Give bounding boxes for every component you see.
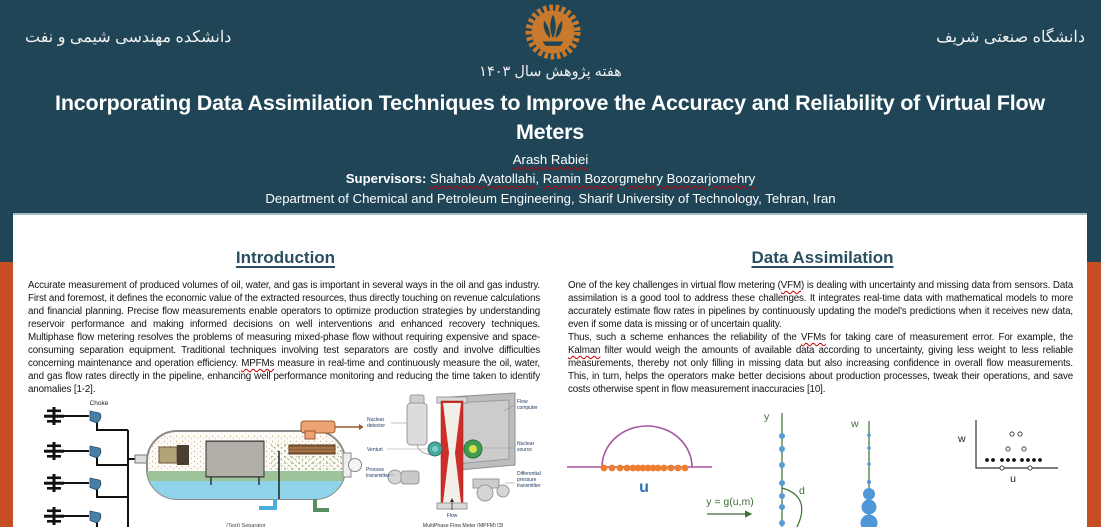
- wellhead-symbols: [44, 407, 64, 525]
- left-accent-strip: [0, 262, 14, 527]
- sharif-university-logo: [525, 4, 581, 60]
- scatter-filled-dots: [985, 458, 1042, 462]
- da-term-kalman: Kalman: [568, 345, 601, 356]
- supervisors-label: Supervisors:: [345, 171, 427, 186]
- u-sample-dots: [600, 464, 689, 472]
- supervisor-2: Ramin Bozorgmehry Boozarjomehry: [542, 171, 756, 186]
- u-axis-label: u: [639, 479, 649, 496]
- affiliation-line: Department of Chemical and Petroleum Eng…: [265, 191, 836, 206]
- da-paragraph-1: One of the key challenges in virtual flo…: [568, 279, 1073, 331]
- poster-title: Incorporating Data Assimilation Techniqu…: [55, 91, 1045, 144]
- label-flow-computer: Flow: [517, 399, 528, 405]
- da-p2-c: filter would weigh the amounts of availa…: [568, 345, 1073, 395]
- intro-heading: Introduction: [235, 248, 336, 267]
- mpfm-figure: Flow computer Nuclear detector Venturi N…: [366, 392, 541, 527]
- label-process-transmitter: Process: [366, 467, 385, 473]
- scatter-w-label: w: [957, 433, 966, 445]
- scatter-u-label: u: [1010, 473, 1016, 485]
- wellheads-and-chokes: [64, 415, 147, 527]
- separator-caption: (Test) Separator: [226, 523, 266, 527]
- dp-transmitter-device: [472, 478, 510, 502]
- d-arc: [781, 487, 803, 527]
- svg-text:transmitter: transmitter: [517, 483, 541, 489]
- label-flow: Flow: [447, 513, 458, 519]
- oil-outlet: [313, 499, 329, 512]
- y-axis-label: y: [764, 411, 770, 423]
- right-accent-strip: [1087, 262, 1101, 527]
- da-schematic-figure: u y = g(u,m) y d w: [567, 411, 1058, 527]
- intro-term-mpfms: MPFMs: [241, 358, 275, 369]
- content-panel: Introduction Accurate measurement of pro…: [13, 213, 1087, 527]
- da-term-vfm: VFM: [780, 280, 802, 291]
- svg-text:source: source: [517, 447, 532, 453]
- separator-figure: Choke: [44, 400, 363, 527]
- svg-text:computer: computer: [517, 405, 538, 411]
- da-p1-a: One of the key challenges in virtual flo…: [568, 280, 781, 291]
- supervisors-line: Supervisors: Shahab Ayatollahi, Ramin Bo…: [0, 171, 1101, 186]
- w-axis-label: w: [850, 418, 859, 430]
- mpfm-caption: MultiPhase Flow Meter (MPFM) [3]: [423, 523, 504, 527]
- process-transmitter-device: [387, 469, 420, 485]
- supervisors-separator: ,: [535, 171, 543, 186]
- w-u-scatter-plot: w u: [957, 420, 1058, 485]
- label-dp-transmitter: Differential: [517, 471, 541, 477]
- da-paragraph-2: Thus, such a scheme enhances the reliabi…: [568, 331, 1073, 396]
- label-nuclear-detector: Nuclear: [367, 417, 385, 423]
- y-samples-line: y d: [764, 411, 805, 527]
- separator-vessel: [134, 420, 363, 512]
- da-heading: Data Assimilation: [751, 248, 894, 267]
- author-name: Arash Rabiei: [512, 152, 589, 167]
- mapping-equation: y = g(u,m): [706, 496, 754, 508]
- svg-text:pressure: pressure: [517, 477, 537, 483]
- choke-valve-icons: [89, 410, 102, 524]
- svg-text:detector: detector: [367, 423, 385, 429]
- svg-text:transmitter: transmitter: [366, 473, 390, 479]
- scatter-open-dots: [999, 431, 1033, 471]
- da-paragraphs: One of the key challenges in virtual flo…: [568, 279, 1073, 396]
- author-line: Arash Rabiei: [0, 152, 1101, 167]
- da-term-vfms: VFMs: [800, 332, 826, 343]
- water-outlet: [259, 499, 277, 510]
- intro-paragraph: Accurate measurement of produced volumes…: [28, 279, 540, 396]
- da-p2-b: for taking care of measurement error. Fo…: [825, 332, 1073, 343]
- da-p2-a: Thus, such a scheme enhances the reliabi…: [568, 332, 801, 343]
- w-weights-line: w: [850, 418, 878, 527]
- mpfm-labels: Flow computer Nuclear detector Venturi N…: [366, 399, 541, 519]
- venturi-tube: [436, 396, 468, 510]
- choke-label: Choke: [90, 400, 109, 407]
- faculty-name-fa: دانشکده مهندسی شیمی و نفت: [25, 29, 232, 46]
- logo-tulip-center: [550, 14, 556, 39]
- intro-text-b: measure in real-time and continuously me…: [28, 358, 541, 395]
- research-week-line: هفته پژوهش سال ۱۴۰۳: [479, 64, 622, 80]
- nuclear-detector-device: [406, 394, 432, 456]
- input-distribution: u: [567, 425, 712, 496]
- d-label: d: [799, 485, 805, 497]
- label-nuclear-source: Nuclear: [517, 441, 535, 447]
- gas-outlet-pipe: [300, 420, 363, 440]
- logo-book: [542, 41, 564, 46]
- university-name-fa: دانشگاه صنعتی شریف: [936, 29, 1085, 46]
- label-venturi: Venturi: [367, 447, 383, 453]
- label-leader-lines: [387, 404, 516, 484]
- supervisor-1: Shahab Ayatollahi: [430, 171, 536, 186]
- intro-text-a: Accurate measurement of produced volumes…: [28, 280, 540, 369]
- da-p1-b: ) is dealing with uncertainty and missin…: [568, 280, 1073, 330]
